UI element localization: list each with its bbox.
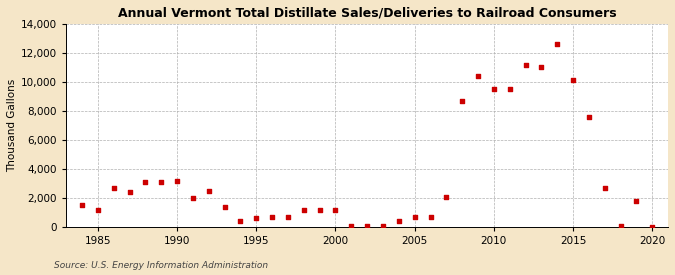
Point bbox=[315, 207, 325, 212]
Point bbox=[599, 186, 610, 190]
Point bbox=[377, 223, 388, 228]
Point bbox=[251, 216, 262, 221]
Point bbox=[520, 62, 531, 67]
Point bbox=[203, 189, 214, 193]
Title: Annual Vermont Total Distillate Sales/Deliveries to Railroad Consumers: Annual Vermont Total Distillate Sales/De… bbox=[118, 7, 616, 20]
Point bbox=[298, 207, 309, 212]
Point bbox=[489, 87, 500, 91]
Point bbox=[124, 190, 135, 194]
Point bbox=[330, 207, 341, 212]
Text: Source: U.S. Energy Information Administration: Source: U.S. Energy Information Administ… bbox=[54, 260, 268, 270]
Point bbox=[156, 180, 167, 184]
Point bbox=[346, 223, 356, 228]
Point bbox=[188, 196, 198, 200]
Point bbox=[362, 223, 373, 228]
Point bbox=[504, 87, 515, 91]
Point bbox=[235, 219, 246, 223]
Point bbox=[267, 215, 277, 219]
Point bbox=[551, 42, 562, 46]
Point bbox=[92, 207, 103, 212]
Point bbox=[457, 99, 468, 103]
Point bbox=[583, 115, 594, 119]
Point bbox=[219, 205, 230, 209]
Point bbox=[647, 225, 657, 229]
Point bbox=[171, 178, 182, 183]
Point bbox=[109, 186, 119, 190]
Point bbox=[536, 65, 547, 70]
Point bbox=[568, 78, 578, 83]
Point bbox=[441, 194, 452, 199]
Point bbox=[409, 215, 420, 219]
Point bbox=[631, 199, 642, 203]
Point bbox=[394, 219, 404, 223]
Point bbox=[140, 180, 151, 184]
Point bbox=[615, 223, 626, 228]
Point bbox=[77, 203, 88, 207]
Point bbox=[425, 215, 436, 219]
Point bbox=[283, 215, 294, 219]
Point bbox=[472, 74, 483, 78]
Y-axis label: Thousand Gallons: Thousand Gallons bbox=[7, 79, 17, 172]
